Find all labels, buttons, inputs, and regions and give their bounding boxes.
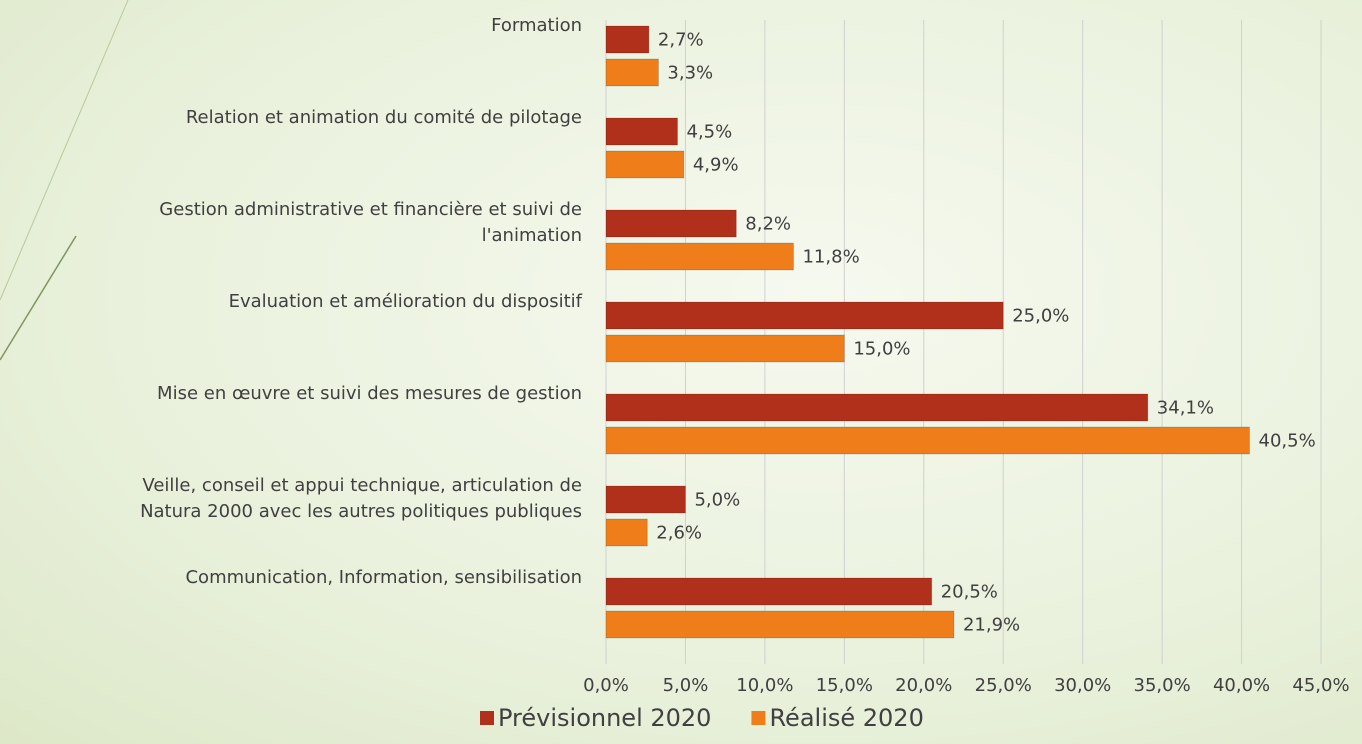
x-tick-label: 20,0% — [895, 675, 952, 696]
value-label: 11,8% — [802, 247, 859, 268]
category-label: Relation et animation du comité de pilot… — [185, 107, 582, 128]
x-tick-label: 5,0% — [663, 675, 709, 696]
decor-line — [0, 235, 77, 361]
x-tick-label: 30,0% — [1054, 675, 1111, 696]
bar — [605, 426, 1250, 455]
bar — [605, 610, 955, 639]
value-label: 3,3% — [667, 63, 713, 84]
legend-label: Réalisé 2020 — [769, 704, 923, 732]
bar — [605, 58, 659, 87]
bar — [605, 117, 678, 146]
legend-swatch — [480, 711, 494, 725]
category-label: Mise en œuvre et suivi des mesures de ge… — [157, 383, 582, 404]
value-label: 2,6% — [656, 523, 702, 544]
bar — [605, 334, 845, 363]
value-label: 2,7% — [658, 30, 704, 51]
decor-line — [0, 0, 129, 301]
bar — [605, 301, 1004, 330]
x-tick-label: 40,0% — [1213, 675, 1270, 696]
x-tick-label: 25,0% — [975, 675, 1032, 696]
legend-swatch — [751, 711, 766, 725]
x-tick-label: 15,0% — [816, 675, 873, 696]
value-label: 5,0% — [694, 490, 740, 511]
bar — [605, 150, 685, 179]
value-label: 15,0% — [853, 339, 910, 360]
value-label: 21,9% — [963, 615, 1020, 636]
value-label: 4,9% — [693, 155, 739, 176]
category-label: Veille, conseil et appui technique, arti… — [140, 475, 582, 522]
bar — [605, 518, 648, 547]
value-label: 40,5% — [1259, 431, 1316, 452]
x-tick-label: 0,0% — [583, 675, 629, 696]
value-label: 25,0% — [1012, 306, 1069, 327]
x-tick-label: 35,0% — [1134, 675, 1191, 696]
category-label: Evaluation et amélioration du dispositif — [228, 291, 582, 312]
value-label: 20,5% — [941, 582, 998, 603]
value-label: 8,2% — [745, 214, 791, 235]
category-label: Formation — [491, 15, 582, 36]
category-label: Gestion administrative et financière et … — [159, 199, 582, 246]
bar — [605, 25, 650, 54]
bar — [605, 393, 1149, 422]
x-tick-label: 45,0% — [1292, 675, 1349, 696]
bar — [605, 577, 933, 606]
value-label: 4,5% — [687, 122, 733, 143]
x-tick-label: 10,0% — [736, 675, 793, 696]
bar — [605, 209, 737, 238]
category-label: Communication, Information, sensibilisat… — [185, 567, 582, 588]
bar — [605, 485, 686, 514]
bar — [605, 242, 794, 271]
legend-label: Prévisionnel 2020 — [498, 704, 711, 732]
value-label: 34,1% — [1157, 398, 1214, 419]
